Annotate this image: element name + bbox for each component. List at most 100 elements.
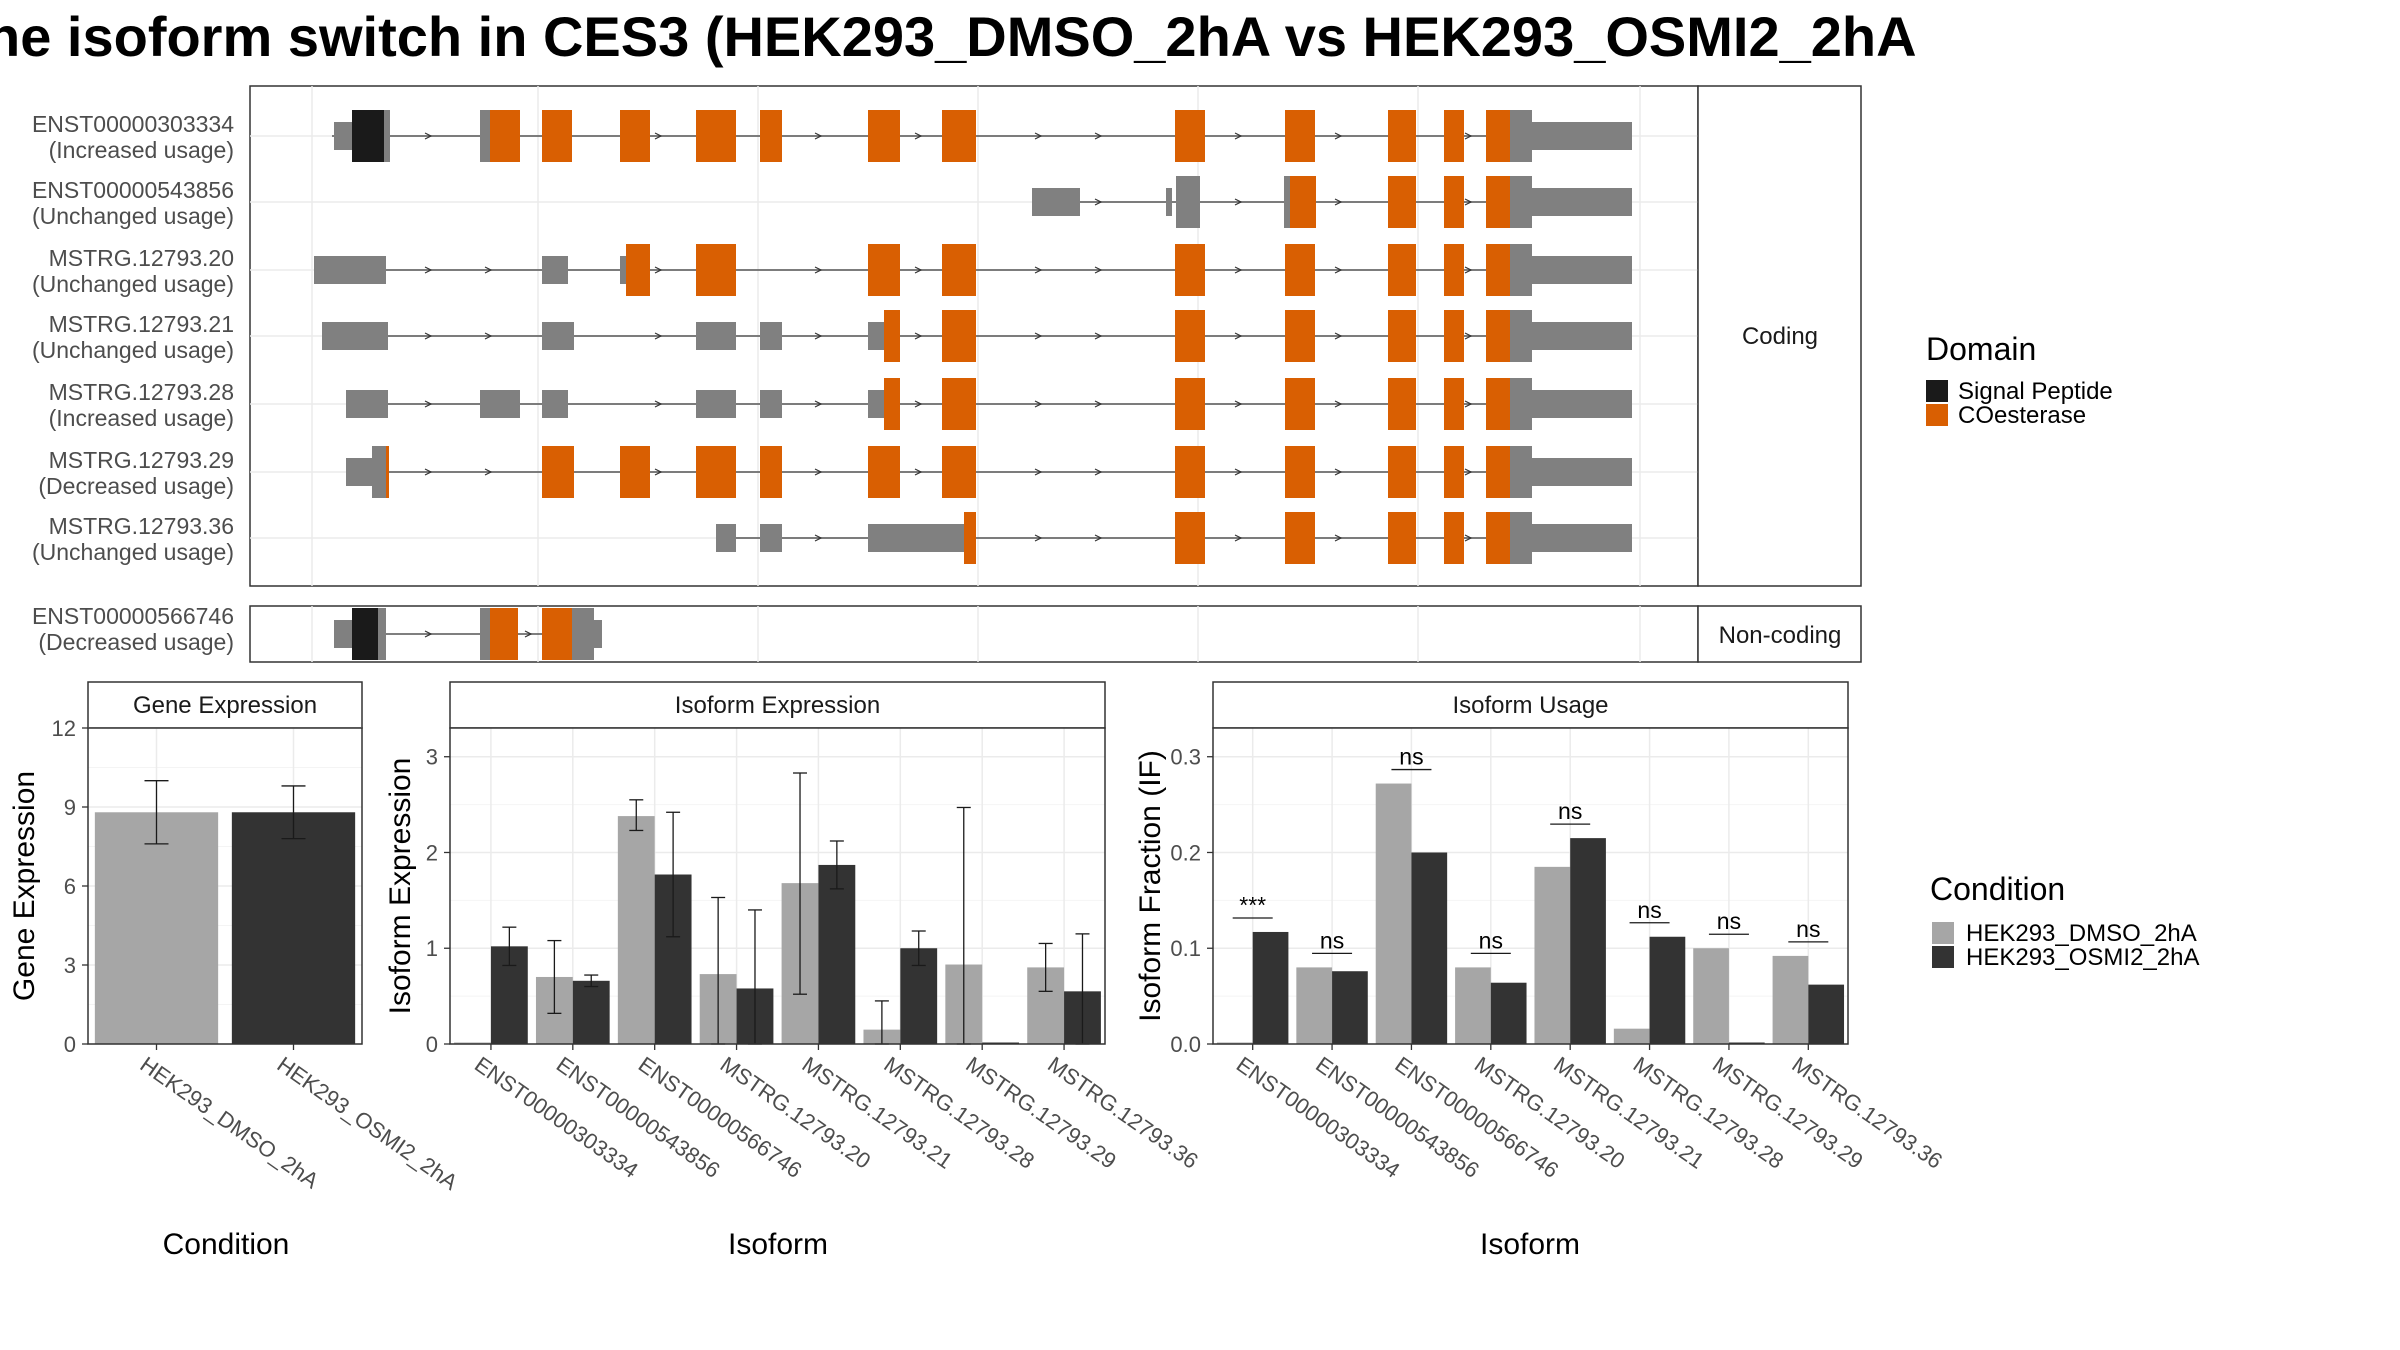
exon xyxy=(384,110,390,162)
coesterase-exon xyxy=(620,446,650,498)
intron-arrow xyxy=(914,332,923,340)
y-axis-label: Isoform Fraction (IF) xyxy=(1134,750,1167,1022)
coesterase-exon xyxy=(1285,244,1315,296)
coesterase-exon xyxy=(1175,310,1205,362)
bar xyxy=(1490,982,1527,1044)
domain-legend-title: Domain xyxy=(1926,331,2036,367)
intron-arrow xyxy=(1234,266,1243,274)
intron-arrow xyxy=(1234,132,1243,140)
intron-arrow xyxy=(1464,198,1473,206)
intron-arrow xyxy=(1234,332,1243,340)
intron-arrow xyxy=(814,468,823,476)
intron-arrow xyxy=(1034,266,1043,274)
isoform-usage-label: (Increased usage) xyxy=(49,137,234,163)
coesterase-exon xyxy=(942,310,976,362)
intron-arrow xyxy=(484,332,493,340)
intron-arrow xyxy=(814,266,823,274)
coesterase-exon xyxy=(542,110,572,162)
exon xyxy=(1510,176,1532,228)
condition-legend-title: Condition xyxy=(1930,871,2065,907)
isoform-usage-label: (Unchanged usage) xyxy=(32,539,234,565)
intron-arrow xyxy=(1034,400,1043,408)
coesterase-exon xyxy=(884,378,900,430)
exon xyxy=(542,390,568,418)
exon xyxy=(620,256,626,284)
bar xyxy=(1693,948,1729,1044)
intron-arrow xyxy=(1094,266,1103,274)
isoform-usage-label: (Unchanged usage) xyxy=(32,271,234,297)
bar xyxy=(1296,967,1333,1044)
signal-peptide-exon xyxy=(352,608,378,660)
x-tick-label: MSTRG.12793.36 xyxy=(1043,1052,1203,1174)
exon xyxy=(1532,458,1632,486)
exon xyxy=(1284,176,1290,228)
exon xyxy=(542,256,568,284)
intron-arrow xyxy=(1234,468,1243,476)
isoform-row-label: ENST00000566746 xyxy=(32,603,234,629)
bar xyxy=(1808,984,1845,1044)
exon xyxy=(1532,256,1632,284)
y-tick-label: 2 xyxy=(426,840,438,865)
x-axis-label: Isoform xyxy=(1480,1228,1580,1261)
bar xyxy=(1411,852,1448,1044)
exon xyxy=(1510,244,1532,296)
panel-strip xyxy=(87,681,363,729)
coesterase-exon xyxy=(1285,446,1315,498)
intron-arrow xyxy=(1234,400,1243,408)
intron-arrow xyxy=(424,132,433,140)
y-axis-label: Gene Expression xyxy=(8,771,41,1001)
exon xyxy=(346,390,388,418)
coesterase-exon xyxy=(964,512,976,564)
x-tick-label: MSTRG.12793.21 xyxy=(798,1052,958,1174)
panel-title: Isoform Expression xyxy=(675,692,880,719)
bar xyxy=(1649,936,1686,1044)
coesterase-exon xyxy=(942,244,976,296)
intron-arrow xyxy=(1094,132,1103,140)
coesterase-exon xyxy=(1444,446,1464,498)
isoform-row-label: ENST00000303334 xyxy=(32,111,234,137)
exon xyxy=(378,608,386,660)
signal-peptide-exon xyxy=(352,110,384,162)
exon xyxy=(760,390,782,418)
intron-arrow xyxy=(1464,132,1473,140)
intron-arrow xyxy=(814,400,823,408)
coesterase-exon xyxy=(942,110,976,162)
y-tick-label: 9 xyxy=(64,795,76,820)
coesterase-exon xyxy=(868,110,900,162)
bar xyxy=(1534,866,1571,1044)
exon xyxy=(696,322,736,350)
x-tick-label: MSTRG.12793.36 xyxy=(1787,1052,1947,1174)
intron-arrow xyxy=(654,468,663,476)
exon xyxy=(868,524,964,552)
isoform-row-label: MSTRG.12793.20 xyxy=(49,245,234,271)
panel-title: Isoform Usage xyxy=(1452,692,1608,719)
coesterase-exon xyxy=(542,446,574,498)
osmi2-legend-label: HEK293_OSMI2_2hA xyxy=(1966,944,2199,971)
intron-arrow xyxy=(1094,468,1103,476)
isoform-usage-label: (Increased usage) xyxy=(49,405,234,431)
coesterase-exon xyxy=(1388,176,1416,228)
intron-arrow xyxy=(1094,534,1103,542)
coesterase-exon xyxy=(1285,310,1315,362)
isoform-structure-row xyxy=(314,244,1632,296)
bar xyxy=(1375,783,1412,1044)
chart-panel: Isoform Usage *** ns ns ns ns ns ns ns 0.0 0.1 0.2 0… xyxy=(1134,681,1947,1261)
intron-arrow xyxy=(1464,400,1473,408)
exon xyxy=(572,608,594,660)
bar xyxy=(1455,967,1491,1044)
x-tick-label: MSTRG.12793.29 xyxy=(961,1052,1121,1174)
intron-arrow xyxy=(1334,266,1343,274)
exon xyxy=(314,256,386,284)
coesterase-exon xyxy=(1444,110,1464,162)
exon xyxy=(1510,110,1532,162)
x-tick-label: MSTRG.12793.28 xyxy=(879,1052,1039,1174)
dmso-swatch xyxy=(1932,922,1954,944)
significance-label: *** xyxy=(1239,892,1266,918)
exon xyxy=(760,524,782,552)
isoform-row-label: MSTRG.12793.36 xyxy=(49,513,234,539)
intron-arrow xyxy=(1234,534,1243,542)
coesterase-exon xyxy=(490,608,518,660)
panel-title: Gene Expression xyxy=(133,692,317,719)
isoform-structure-row xyxy=(716,512,1632,564)
